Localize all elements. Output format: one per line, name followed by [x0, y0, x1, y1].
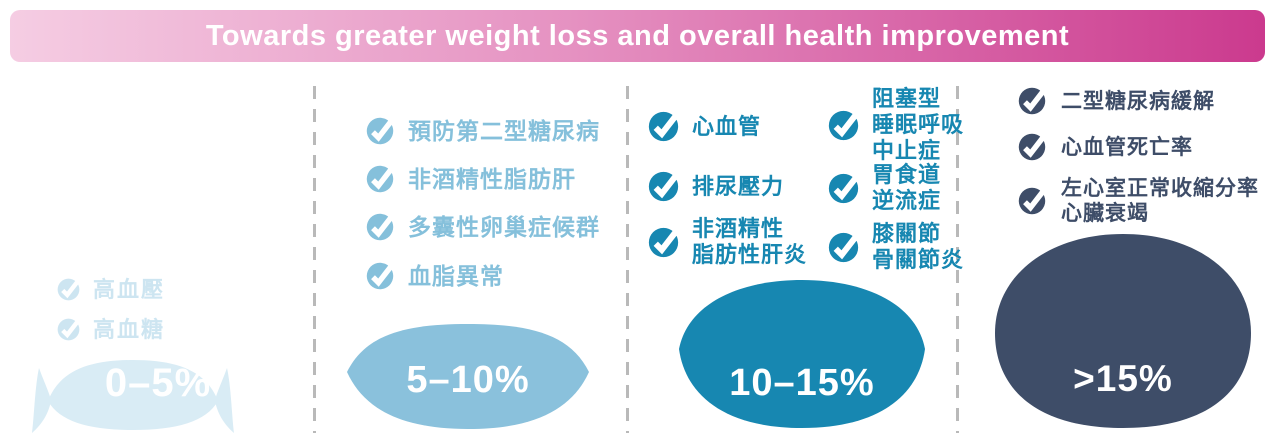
benefit-label: 排尿壓力: [692, 173, 785, 199]
benefit-item: 心血管: [648, 111, 761, 142]
check-icon: [1018, 133, 1046, 161]
check-icon: [57, 278, 80, 301]
benefit-item: 左心室正常收縮分率 心臟衰竭: [1018, 176, 1259, 226]
check-icon: [366, 262, 394, 290]
check-icon: [1018, 187, 1046, 215]
benefit-label: 胃食道 逆流症: [872, 162, 942, 213]
range-label: >15%: [1073, 358, 1173, 399]
benefit-item: 胃食道 逆流症: [828, 162, 941, 214]
benefit-label: 心血管死亡率: [1061, 135, 1193, 159]
range-label: 10–15%: [729, 362, 875, 404]
check-icon: [57, 318, 80, 341]
check-icon: [366, 213, 394, 241]
check-icon: [648, 111, 679, 142]
range-label: 0–5%: [104, 361, 212, 405]
benefit-item: 非酒精性脂肪肝: [366, 165, 576, 193]
check-icon: [828, 232, 859, 262]
weight-loss-range-shape-gt-15: [995, 234, 1251, 428]
weight-loss-range-shape-0-5: [32, 360, 234, 433]
benefit-label: 阻塞型 睡眠呼吸 中止症: [872, 86, 965, 163]
benefit-label: 高血壓: [93, 277, 166, 302]
column-divider: [956, 86, 959, 433]
benefit-label: 心血管: [692, 113, 762, 139]
check-icon: [366, 165, 394, 193]
benefit-item: 高血糖: [57, 317, 165, 342]
weight-loss-range-shape-10-15: [679, 280, 925, 428]
check-icon: [1018, 87, 1046, 115]
weight-loss-range-shape-5-10: [347, 324, 589, 429]
check-icon: [828, 173, 859, 203]
check-icon: [366, 117, 394, 145]
banner-title: Towards greater weight loss and overall …: [205, 19, 1070, 52]
benefit-item: 膝關節 骨關節炎: [828, 221, 964, 273]
benefit-item: 阻塞型 睡眠呼吸 中止症: [828, 86, 964, 164]
check-icon: [648, 227, 679, 257]
benefit-item: 二型糖尿病緩解: [1018, 87, 1215, 115]
benefit-label: 非酒精性 脂肪性肝炎: [692, 216, 808, 267]
check-icon: [828, 110, 859, 140]
benefit-item: 非酒精性 脂肪性肝炎: [648, 216, 807, 268]
benefit-label: 膝關節 骨關節炎: [872, 221, 965, 272]
benefit-label: 左心室正常收縮分率 心臟衰竭: [1061, 177, 1259, 225]
benefit-label: 預防第二型糖尿病: [408, 118, 600, 144]
benefit-item: 心血管死亡率: [1018, 133, 1193, 161]
range-label: 5–10%: [406, 359, 530, 401]
benefit-label: 多囊性卵巢症候群: [408, 214, 600, 240]
benefit-item: 高血壓: [57, 277, 165, 302]
benefit-item: 預防第二型糖尿病: [366, 117, 600, 145]
benefit-label: 二型糖尿病緩解: [1061, 89, 1215, 113]
benefit-item: 多囊性卵巢症候群: [366, 213, 600, 241]
benefit-item: 血脂異常: [366, 262, 504, 290]
title-banner: Towards greater weight loss and overall …: [10, 10, 1265, 62]
check-icon: [648, 171, 679, 202]
benefit-label: 高血糖: [93, 317, 166, 342]
column-divider: [313, 86, 316, 433]
benefit-item: 排尿壓力: [648, 171, 784, 202]
column-divider: [626, 86, 629, 433]
benefit-label: 血脂異常: [408, 263, 504, 289]
benefit-label: 非酒精性脂肪肝: [408, 166, 576, 192]
